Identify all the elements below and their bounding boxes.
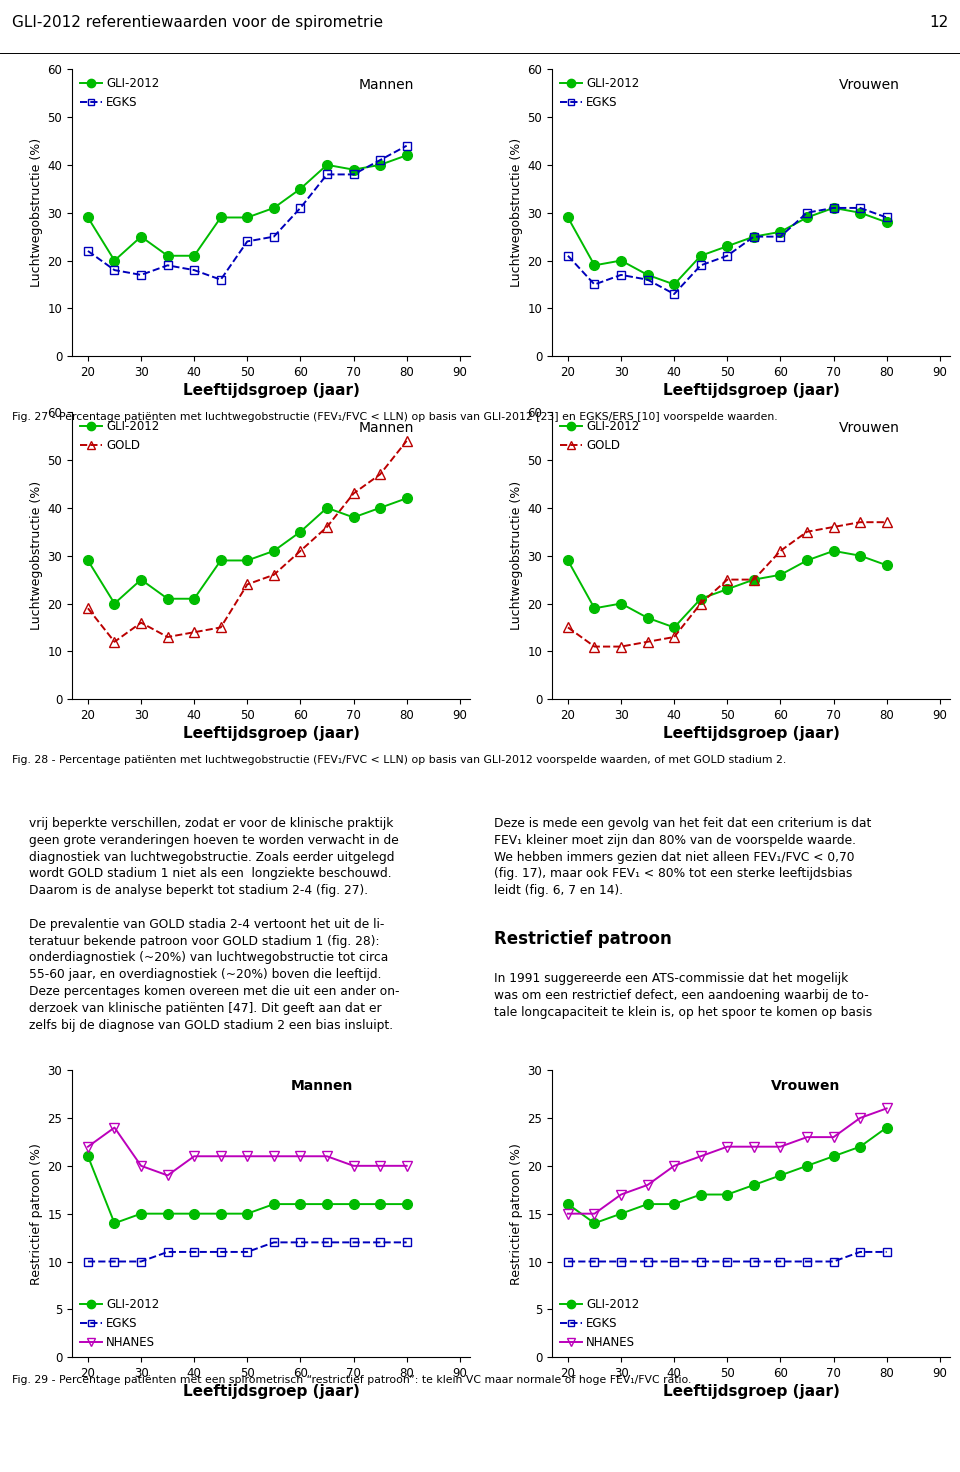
Text: Vrouwen: Vrouwen	[771, 1079, 841, 1094]
Text: Vrouwen: Vrouwen	[839, 78, 900, 93]
Text: Fig. 29 - Percentage patiënten met een spirometrisch “restrictief patroon”: te k: Fig. 29 - Percentage patiënten met een s…	[12, 1375, 691, 1385]
Text: 12: 12	[929, 15, 948, 29]
Y-axis label: Restrictief patroon (%): Restrictief patroon (%)	[510, 1142, 523, 1285]
Text: In 1991 suggereerde een ATS-commissie dat het mogelijk
was om een restrictief de: In 1991 suggereerde een ATS-commissie da…	[494, 973, 873, 1019]
Text: Leeftijdsgroep (jaar): Leeftijdsgroep (jaar)	[662, 1384, 840, 1398]
Y-axis label: Luchtwegobstructie (%): Luchtwegobstructie (%)	[510, 138, 523, 287]
Legend: GLI-2012, EGKS: GLI-2012, EGKS	[558, 75, 642, 112]
Text: Mannen: Mannen	[359, 421, 414, 436]
Text: Leeftijdsgroep (jaar): Leeftijdsgroep (jaar)	[182, 1384, 360, 1398]
Text: Fig. 28 - Percentage patiënten met luchtwegobstructie (FEV₁/FVC < LLN) op basis : Fig. 28 - Percentage patiënten met lucht…	[12, 755, 786, 765]
Y-axis label: Restrictief patroon (%): Restrictief patroon (%)	[30, 1142, 43, 1285]
Text: Leeftijdsgroep (jaar): Leeftijdsgroep (jaar)	[662, 726, 840, 740]
Legend: GLI-2012, GOLD: GLI-2012, GOLD	[558, 418, 642, 455]
Text: vrij beperkte verschillen, zodat er voor de klinische praktijk
geen grote verand: vrij beperkte verschillen, zodat er voor…	[29, 817, 399, 1032]
Text: Deze is mede een gevolg van het feit dat een criterium is dat
FEV₁ kleiner moet : Deze is mede een gevolg van het feit dat…	[494, 817, 872, 896]
Text: Leeftijdsgroep (jaar): Leeftijdsgroep (jaar)	[182, 383, 360, 397]
Legend: GLI-2012, EGKS: GLI-2012, EGKS	[78, 75, 162, 112]
Y-axis label: Luchtwegobstructie (%): Luchtwegobstructie (%)	[30, 481, 43, 630]
Text: Leeftijdsgroep (jaar): Leeftijdsgroep (jaar)	[182, 726, 360, 740]
Legend: GLI-2012, EGKS, NHANES: GLI-2012, EGKS, NHANES	[558, 1295, 642, 1351]
Y-axis label: Luchtwegobstructie (%): Luchtwegobstructie (%)	[30, 138, 43, 287]
Legend: GLI-2012, GOLD: GLI-2012, GOLD	[78, 418, 162, 455]
Text: Mannen: Mannen	[291, 1079, 353, 1094]
Text: GLI-2012 referentiewaarden voor de spirometrie: GLI-2012 referentiewaarden voor de spiro…	[12, 15, 383, 29]
Text: Mannen: Mannen	[359, 78, 414, 93]
Text: Leeftijdsgroep (jaar): Leeftijdsgroep (jaar)	[662, 383, 840, 397]
Legend: GLI-2012, EGKS, NHANES: GLI-2012, EGKS, NHANES	[78, 1295, 162, 1351]
Text: Restrictief patroon: Restrictief patroon	[494, 930, 672, 948]
Y-axis label: Luchtwegobstructie (%): Luchtwegobstructie (%)	[510, 481, 523, 630]
Text: Fig. 27 - Percentage patiënten met luchtwegobstructie (FEV₁/FVC < LLN) op basis : Fig. 27 - Percentage patiënten met lucht…	[12, 412, 778, 422]
Text: Vrouwen: Vrouwen	[839, 421, 900, 436]
